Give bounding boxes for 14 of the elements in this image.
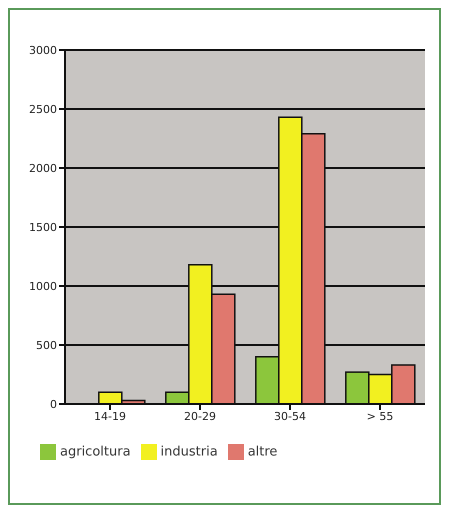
y-tick-label: 2000 [29,162,57,175]
x-tick-label: 14-19 [94,410,126,423]
y-tick-label: 0 [50,398,57,411]
x-tick-label: > 55 [366,410,394,423]
y-tick-label: 1000 [29,280,57,293]
legend-label: industria [160,444,218,460]
legend-label: agricoltura [60,444,131,460]
y-tick-label: 3000 [29,44,57,57]
legend-label: altre [248,444,278,460]
x-tick-label: 20-29 [184,410,216,423]
y-tick-label: 1500 [29,220,57,234]
y-tick-label: 500 [36,338,57,352]
x-tick-label: 30-54 [274,410,306,423]
y-tick-label: 2500 [29,102,57,116]
